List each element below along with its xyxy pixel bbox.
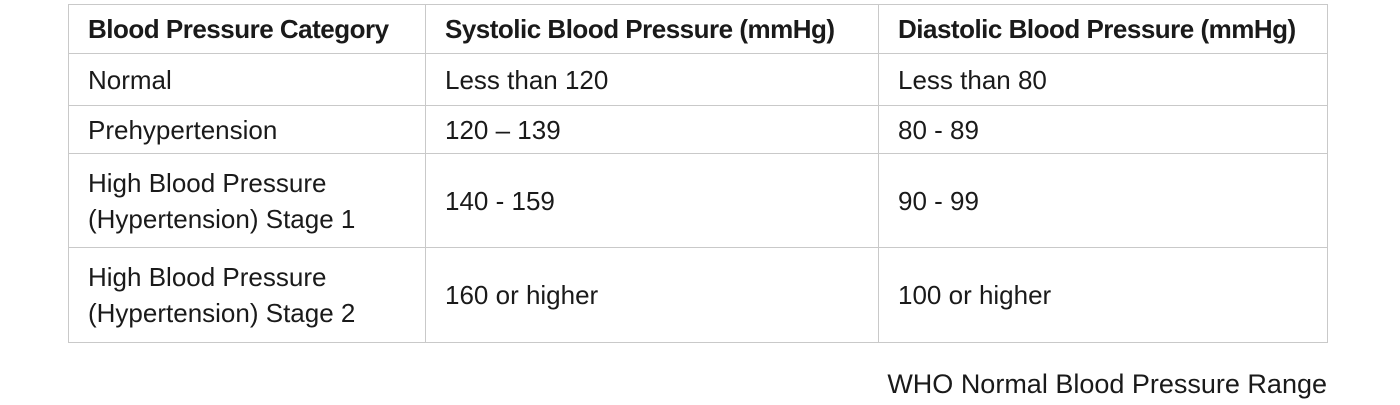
table-header-row: Blood Pressure Category Systolic Blood P… xyxy=(68,4,1328,54)
column-header-systolic: Systolic Blood Pressure (mmHg) xyxy=(425,4,879,54)
cell-diastolic: 80 - 89 xyxy=(878,105,1328,154)
cell-systolic: Less than 120 xyxy=(425,53,879,106)
cell-category: High Blood Pressure (Hypertension) Stage… xyxy=(68,247,426,343)
cell-category: Normal xyxy=(68,53,426,106)
column-header-category: Blood Pressure Category xyxy=(68,4,426,54)
table-caption: WHO Normal Blood Pressure Range xyxy=(887,369,1327,399)
cell-diastolic: 90 - 99 xyxy=(878,153,1328,248)
cell-category: Prehypertension xyxy=(68,105,426,154)
table-row-hypertension-stage-2: High Blood Pressure (Hypertension) Stage… xyxy=(68,247,1328,343)
cell-diastolic: Less than 80 xyxy=(878,53,1328,106)
table-row-prehypertension: Prehypertension 120 – 139 80 - 89 xyxy=(68,105,1328,154)
cell-diastolic: 100 or higher xyxy=(878,247,1328,343)
column-header-diastolic: Diastolic Blood Pressure (mmHg) xyxy=(878,4,1328,54)
table-row-normal: Normal Less than 120 Less than 80 xyxy=(68,53,1328,106)
cell-systolic: 120 – 139 xyxy=(425,105,879,154)
cell-systolic: 160 or higher xyxy=(425,247,879,343)
cell-category: High Blood Pressure (Hypertension) Stage… xyxy=(68,153,426,248)
table-row-hypertension-stage-1: High Blood Pressure (Hypertension) Stage… xyxy=(68,153,1328,248)
blood-pressure-table: Blood Pressure Category Systolic Blood P… xyxy=(68,4,1328,343)
cell-systolic: 140 - 159 xyxy=(425,153,879,248)
